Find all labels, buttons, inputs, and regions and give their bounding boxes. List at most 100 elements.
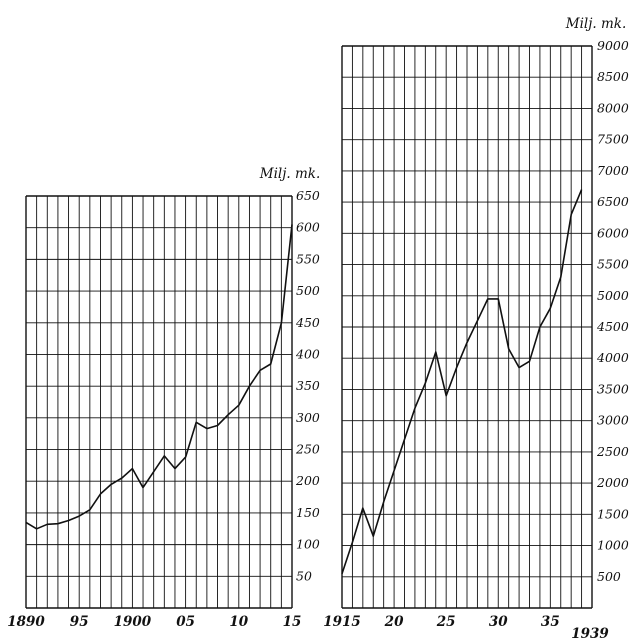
y-tick-label: 300 <box>296 410 320 425</box>
x-tick-label: 1890 <box>7 614 45 630</box>
x-tick-label: 1939 <box>571 626 609 642</box>
data-point <box>403 438 405 440</box>
y-tick-label: 5500 <box>597 257 629 272</box>
data-point <box>206 427 208 429</box>
y-tick-label: 7000 <box>597 163 629 178</box>
y-tick-label: 6000 <box>597 225 629 240</box>
data-point <box>435 351 437 353</box>
y-tick-labels: 500 1000 1500 2000 2500 3000 3500 4000 4500 5000 5… <box>596 38 629 584</box>
x-tick-label: 95 <box>70 614 89 630</box>
data-point <box>539 326 541 328</box>
y-unit-label: Milj. mk. <box>565 16 627 32</box>
chart-1915-1939: Milj. mk. 500 1000 1500 2000 2500 3000 3500 400… <box>323 16 629 642</box>
x-tick-label: 30 <box>489 614 508 630</box>
grid <box>341 45 593 609</box>
y-tick-label: 600 <box>296 220 320 235</box>
y-tick-label: 100 <box>296 537 320 552</box>
data-point <box>259 369 261 371</box>
y-tick-label: 3000 <box>597 413 629 428</box>
data-point <box>216 424 218 426</box>
data-point <box>497 298 499 300</box>
x-tick-labels: 1890 95 1900 05 10 15 <box>7 614 301 630</box>
data-point <box>78 515 80 517</box>
data-point <box>291 223 293 225</box>
y-tick-label: 7500 <box>597 132 629 147</box>
data-point <box>238 404 240 406</box>
y-tick-label: 5000 <box>597 288 629 303</box>
x-tick-label: 10 <box>229 614 248 630</box>
x-tick-label: 1915 <box>323 614 361 630</box>
data-point <box>580 188 582 190</box>
data-point <box>341 572 343 574</box>
data-point <box>227 413 229 415</box>
chart-1890-1915: Milj. mk. 501001502002503003504004505005… <box>7 166 320 630</box>
y-tick-label: 4000 <box>596 350 629 365</box>
y-tick-label: 2500 <box>596 444 629 459</box>
x-tick-label: 25 <box>436 614 456 630</box>
data-point <box>414 407 416 409</box>
data-point <box>382 501 384 503</box>
data-point <box>89 509 91 511</box>
x-tick-label: 35 <box>541 614 560 630</box>
y-tick-label: 1500 <box>597 506 629 521</box>
data-point <box>142 486 144 488</box>
data-point <box>195 421 197 423</box>
data-point <box>163 455 165 457</box>
data-point <box>570 213 572 215</box>
data-point <box>99 493 101 495</box>
x-tick-label: 15 <box>283 614 302 630</box>
y-tick-label: 250 <box>295 442 320 457</box>
y-tick-label: 500 <box>296 283 320 298</box>
data-point <box>184 456 186 458</box>
y-tick-label: 150 <box>296 505 320 520</box>
data-point <box>466 341 468 343</box>
y-tick-labels: 50 100 150 200 250 300 350 400 450 500 550 600 650 <box>295 188 320 583</box>
y-tick-label: 450 <box>295 315 320 330</box>
y-tick-label: 3500 <box>597 381 629 396</box>
data-point <box>487 298 489 300</box>
data-point <box>67 519 69 521</box>
y-tick-label: 4500 <box>596 319 629 334</box>
y-tick-label: 6500 <box>597 194 629 209</box>
series-line <box>341 189 583 574</box>
y-tick-label: 200 <box>295 473 320 488</box>
data-point <box>518 366 520 368</box>
data-point <box>549 307 551 309</box>
x-tick-label: 05 <box>176 614 195 630</box>
x-tick-labels: 1915 20 25 30 35 1939 <box>323 614 609 642</box>
data-point <box>57 522 59 524</box>
data-point <box>560 276 562 278</box>
data-point <box>121 477 123 479</box>
data-point <box>25 521 27 523</box>
data-point <box>455 366 457 368</box>
data-point <box>270 363 272 365</box>
data-point <box>351 541 353 543</box>
y-tick-label: 550 <box>296 251 320 266</box>
grid <box>25 195 293 609</box>
x-tick-label: 20 <box>384 614 404 630</box>
data-point <box>528 360 530 362</box>
series-line <box>25 224 293 530</box>
y-tick-label: 1000 <box>597 538 629 553</box>
y-tick-label: 8500 <box>597 69 629 84</box>
y-tick-label: 9000 <box>597 38 629 53</box>
data-point <box>131 467 133 469</box>
data-point <box>424 382 426 384</box>
data-point <box>507 348 509 350</box>
data-point <box>362 507 364 509</box>
data-point <box>35 528 37 530</box>
series <box>341 188 583 574</box>
y-tick-label: 650 <box>296 188 320 203</box>
y-tick-label: 8000 <box>597 100 629 115</box>
data-point <box>393 469 395 471</box>
x-tick-label: 1900 <box>114 614 152 630</box>
y-tick-label: 500 <box>597 569 621 584</box>
y-tick-label: 400 <box>295 346 320 361</box>
data-point <box>476 320 478 322</box>
data-point <box>248 385 250 387</box>
data-point <box>152 471 154 473</box>
y-tick-label: 350 <box>296 378 320 393</box>
data-point <box>110 483 112 485</box>
y-unit-label: Milj. mk. <box>259 166 321 182</box>
